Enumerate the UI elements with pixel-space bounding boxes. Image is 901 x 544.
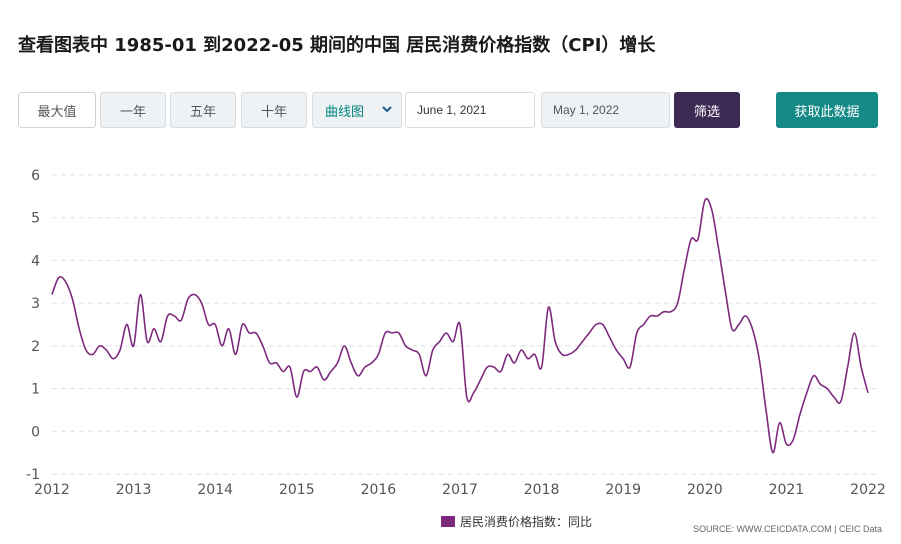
get-data-button[interactable]: 获取此数据 (776, 92, 878, 128)
range-1y-button[interactable]: 一年 (100, 92, 166, 128)
x-tick-label: 2017 (442, 482, 478, 498)
x-tick-label: 2019 (605, 482, 641, 498)
chart-legend: 居民消费价格指数：同比 (441, 513, 592, 530)
range-10y-button[interactable]: 十年 (241, 92, 307, 128)
start-date-input[interactable]: June 1, 2021 (405, 92, 535, 128)
y-tick-label: 1 (31, 382, 40, 398)
x-tick-label: 2012 (34, 482, 70, 498)
chart-type-value: 曲线图 (325, 104, 365, 120)
legend-swatch (441, 516, 455, 527)
x-tick-label: 2020 (687, 482, 723, 498)
y-tick-label: 3 (31, 296, 40, 312)
y-tick-label: 0 (31, 424, 40, 440)
x-tick-label: 2018 (524, 482, 560, 498)
end-date-input[interactable]: May 1, 2022 (541, 92, 670, 128)
chevron-down-icon (382, 106, 392, 113)
filter-button[interactable]: 筛选 (674, 92, 740, 128)
y-tick-label: 5 (31, 211, 40, 227)
x-tick-label: 2015 (279, 482, 315, 498)
x-tick-label: 2022 (850, 482, 886, 498)
x-tick-label: 2016 (361, 482, 397, 498)
y-tick-label: 2 (31, 339, 40, 355)
x-tick-label: 2013 (116, 482, 152, 498)
y-tick-label: 4 (31, 253, 40, 269)
y-tick-label: 6 (31, 168, 40, 184)
range-max-button[interactable]: 最大值 (18, 92, 96, 128)
page-title: 查看图表中 1985-01 到2022-05 期间的中国 居民消费价格指数（CP… (18, 35, 656, 56)
y-tick-label: -1 (26, 467, 40, 483)
series-line (51, 197, 869, 454)
source-note: SOURCE: WWW.CEICDATA.COM | CEIC Data (693, 524, 883, 534)
x-tick-label: 2014 (197, 482, 233, 498)
range-5y-button[interactable]: 五年 (170, 92, 236, 128)
chart-type-select[interactable]: 曲线图 (312, 92, 402, 128)
x-tick-label: 2021 (769, 482, 805, 498)
legend-label: 居民消费价格指数：同比 (460, 515, 593, 529)
